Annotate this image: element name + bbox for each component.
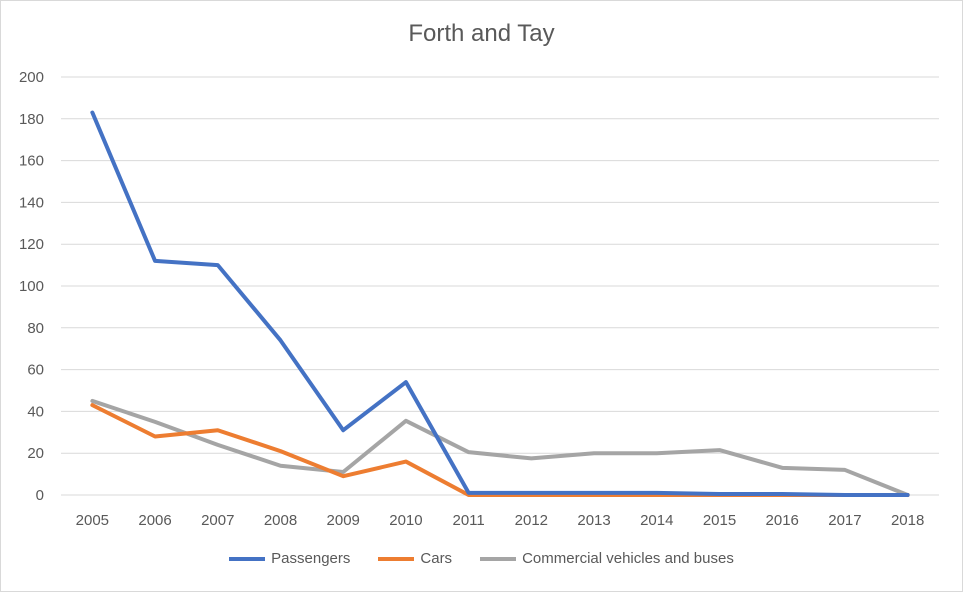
legend-swatch bbox=[229, 556, 266, 561]
y-tick-label: 60 bbox=[27, 362, 44, 379]
x-tick-label: 2014 bbox=[640, 512, 673, 529]
y-tick-label: 200 bbox=[19, 69, 44, 86]
x-tick-label: 2011 bbox=[453, 512, 485, 529]
legend-item: Commercial vehicles and buses bbox=[480, 550, 734, 567]
legend-swatch bbox=[480, 556, 517, 561]
y-tick-label: 140 bbox=[19, 194, 44, 211]
y-tick-label: 180 bbox=[19, 111, 44, 128]
legend-label: Commercial vehicles and buses bbox=[522, 550, 734, 567]
series-line-commercial-vehicles-and-buses bbox=[90, 398, 910, 497]
x-tick-label: 2012 bbox=[515, 512, 548, 529]
legend-item: Cars bbox=[378, 550, 452, 567]
x-tick-label: 2017 bbox=[828, 512, 861, 529]
x-tick-label: 2016 bbox=[766, 512, 799, 529]
y-tick-label: 100 bbox=[19, 278, 44, 295]
legend-swatch bbox=[378, 556, 415, 561]
x-tick-label: 2006 bbox=[138, 512, 171, 529]
x-tick-label: 2010 bbox=[389, 512, 422, 529]
y-tick-label: 40 bbox=[27, 403, 44, 420]
x-tick-label: 2005 bbox=[76, 512, 109, 529]
x-tick-label: 2015 bbox=[703, 512, 736, 529]
y-tick-label: 80 bbox=[27, 320, 44, 337]
y-tick-label: 20 bbox=[27, 445, 44, 462]
chart-title: Forth and Tay bbox=[408, 20, 555, 47]
series-line-cars bbox=[90, 403, 910, 497]
y-tick-label: 120 bbox=[19, 236, 44, 253]
x-tick-label: 2013 bbox=[577, 512, 610, 529]
y-tick-label: 0 bbox=[36, 487, 44, 504]
legend-item: Passengers bbox=[229, 550, 350, 567]
x-tick-label: 2007 bbox=[201, 512, 234, 529]
series-line-passengers bbox=[90, 110, 910, 497]
legend-label: Passengers bbox=[271, 550, 351, 567]
x-tick-label: 2018 bbox=[891, 512, 924, 529]
legend: Passengers Cars Commercial vehicles and bu… bbox=[0, 550, 963, 567]
x-tick-label: 2009 bbox=[327, 512, 360, 529]
legend-label: Cars bbox=[420, 550, 453, 567]
x-tick-label: 2008 bbox=[264, 512, 297, 529]
y-tick-label: 160 bbox=[19, 153, 44, 170]
